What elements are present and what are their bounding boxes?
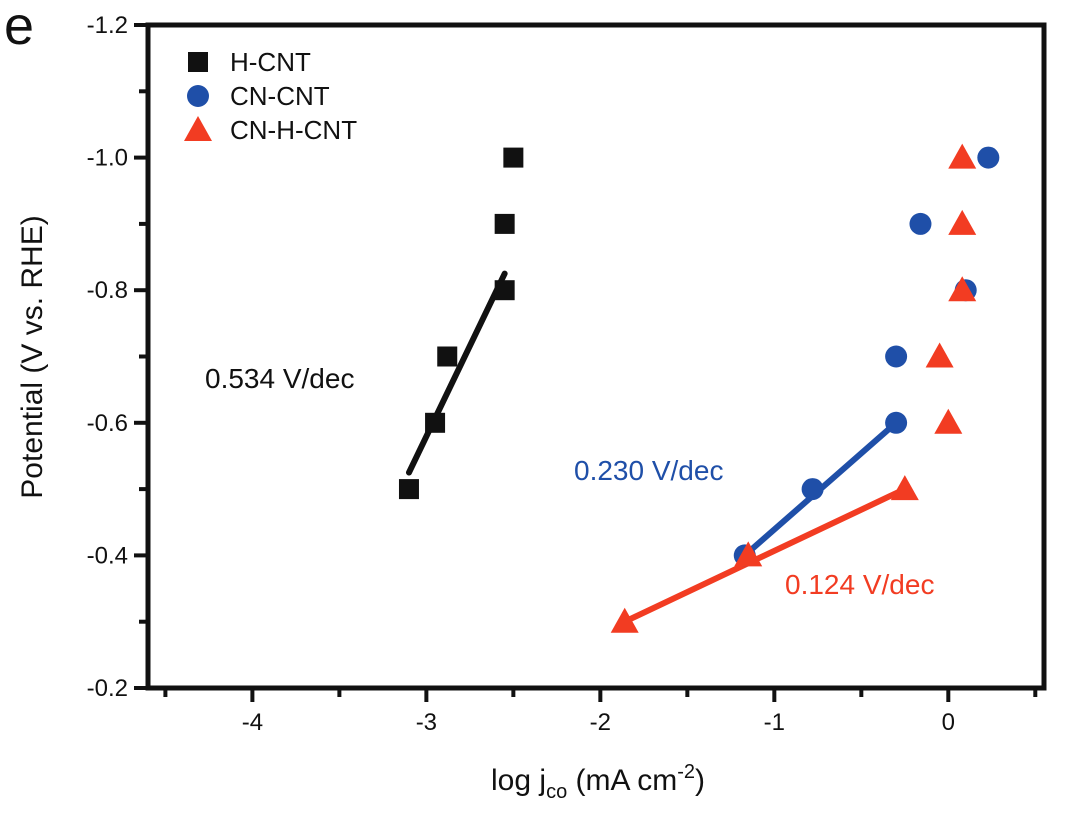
x-tick-label: 0 bbox=[942, 709, 955, 736]
data-point-cn-cnt bbox=[885, 411, 908, 434]
data-point-cn-cnt bbox=[977, 146, 1000, 169]
data-point-cn-h-cnt bbox=[890, 475, 919, 501]
panel-label: e bbox=[4, 0, 34, 56]
y-tick-label: -0.2 bbox=[87, 675, 128, 702]
data-point-cn-h-cnt bbox=[948, 209, 977, 235]
legend-marker-cn-cnt bbox=[187, 85, 209, 107]
y-tick-label: -0.8 bbox=[87, 277, 128, 304]
y-tick-label: -0.4 bbox=[87, 542, 128, 569]
data-point-h-cnt bbox=[437, 346, 458, 367]
legend-label-cn-cnt: CN-CNT bbox=[230, 81, 330, 111]
data-point-cn-h-cnt bbox=[610, 607, 639, 633]
x-tick-label: -2 bbox=[590, 709, 611, 736]
legend: H-CNT CN-CNT CN-H-CNT bbox=[184, 47, 357, 145]
fit-line-h-cnt bbox=[405, 270, 508, 476]
data-point-h-cnt bbox=[494, 213, 515, 234]
slope-label-cn-cnt: 0.230 V/dec bbox=[574, 455, 723, 486]
y-tick-label: -0.6 bbox=[87, 410, 128, 437]
legend-label-h-cnt: H-CNT bbox=[230, 47, 311, 77]
data-point-cn-h-cnt bbox=[934, 408, 963, 434]
data-point-cn-cnt bbox=[801, 478, 824, 501]
x-axis-title-main: log j bbox=[491, 764, 546, 797]
data-point-cn-h-cnt bbox=[734, 541, 763, 567]
slope-labels: 0.534 V/dec 0.230 V/dec 0.124 V/dec bbox=[205, 363, 934, 600]
y-tick-label: -1.0 bbox=[87, 145, 128, 172]
data-point-cn-h-cnt bbox=[948, 276, 977, 302]
data-points bbox=[398, 143, 1000, 633]
x-axis-title-sub: co bbox=[546, 781, 567, 803]
axes: -0.2 -0.4 -0.6 -0.8 -1.0 -1.2 -4 -3 -2 -1 0 bbox=[87, 12, 1047, 736]
fit-line-cn-h-cnt bbox=[621, 486, 908, 625]
legend-marker-cn-h-cnt bbox=[184, 116, 212, 141]
x-axis-title-end: ) bbox=[695, 764, 705, 797]
legend-marker-h-cnt bbox=[188, 52, 208, 72]
slope-label-cn-h-cnt: 0.124 V/dec bbox=[785, 569, 934, 600]
data-point-cn-cnt bbox=[885, 345, 908, 368]
data-point-h-cnt bbox=[398, 479, 419, 500]
legend-label-cn-h-cnt: CN-H-CNT bbox=[230, 115, 357, 145]
x-axis-title-rest: (mA cm bbox=[567, 764, 677, 797]
y-tick-label: -1.2 bbox=[87, 12, 128, 39]
data-point-h-cnt bbox=[503, 147, 524, 168]
data-point-h-cnt bbox=[494, 280, 515, 301]
data-point-cn-h-cnt bbox=[925, 342, 954, 368]
data-point-h-cnt bbox=[425, 412, 446, 433]
data-point-cn-h-cnt bbox=[948, 143, 977, 169]
x-axis-title: log jco (mA cm-2) bbox=[491, 761, 705, 803]
x-tick-label: -1 bbox=[764, 709, 785, 736]
slope-label-h-cnt: 0.534 V/dec bbox=[205, 363, 354, 394]
x-axis-title-sup: -2 bbox=[677, 761, 695, 783]
x-tick-label: -3 bbox=[416, 709, 437, 736]
y-axis-title: Potential (V vs. RHE) bbox=[16, 215, 49, 498]
data-point-cn-cnt bbox=[909, 212, 932, 235]
x-tick-label: -4 bbox=[242, 709, 263, 736]
